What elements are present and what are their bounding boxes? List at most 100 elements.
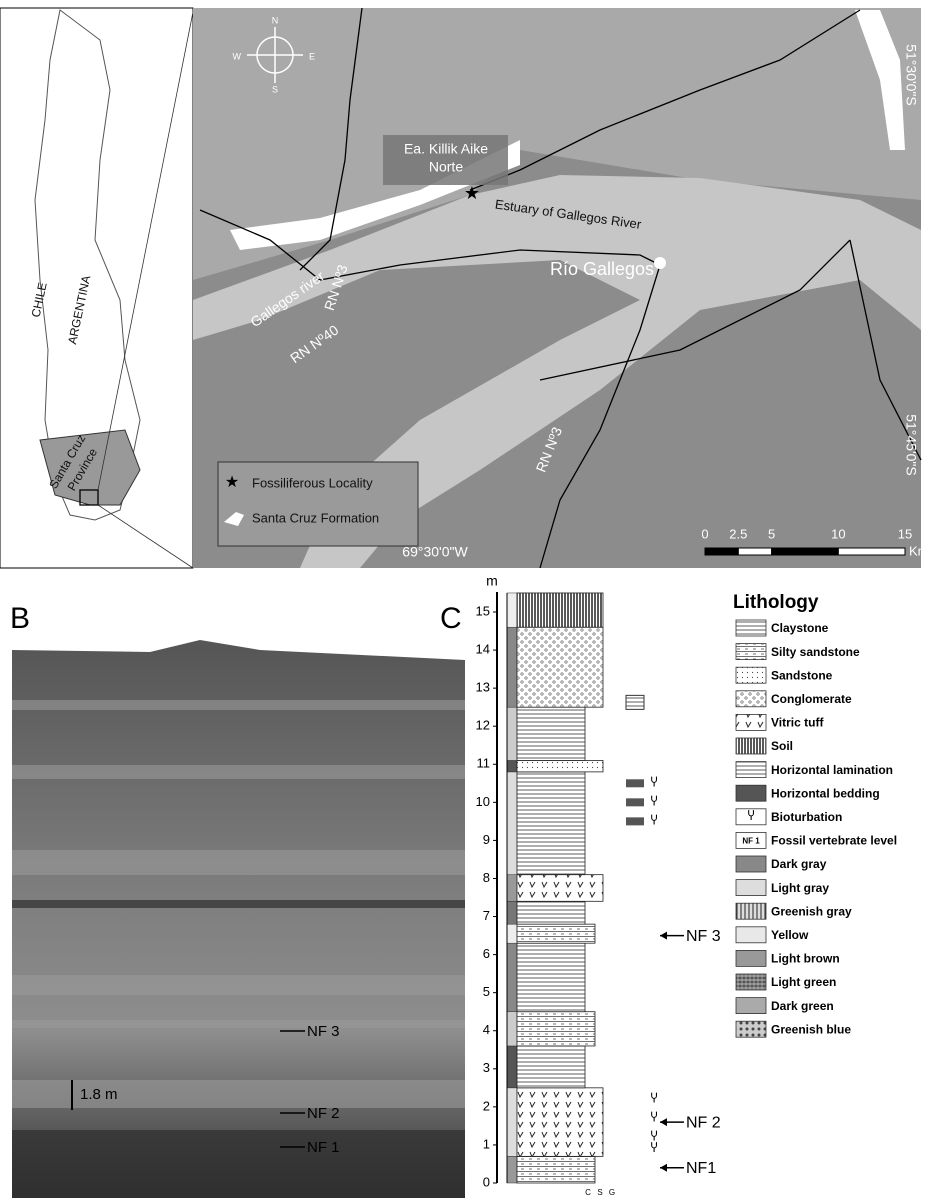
tick-label: 14 <box>476 642 490 657</box>
legend-label: Fossiliferous Locality <box>252 475 373 490</box>
color-strip <box>507 772 517 875</box>
legend-swatch <box>736 620 766 636</box>
tick-label: 7 <box>483 908 490 923</box>
bioturbation-symbol: Ⴤ <box>650 814 657 828</box>
lamination-symbol <box>626 695 644 709</box>
legend-label: Silty sandstone <box>771 645 860 659</box>
coord-label: 51°30'0"S <box>903 44 919 106</box>
scale-tick-label: 15 <box>898 526 912 541</box>
tick-label: 0 <box>483 1174 490 1189</box>
locality-label: Norte <box>429 159 463 175</box>
scale-segment <box>772 548 839 555</box>
color-strip <box>507 627 517 707</box>
grain-label: G <box>609 1188 615 1197</box>
locality-star: ★ <box>464 183 480 203</box>
level-label: NF1 <box>686 1160 716 1177</box>
tick-label: 13 <box>476 680 490 695</box>
level-label: NF 1 <box>307 1139 340 1156</box>
compass-label: E <box>309 51 315 61</box>
legend-label: Horizontal bedding <box>771 786 880 800</box>
scale-segment <box>738 548 771 555</box>
legend-swatch <box>736 927 766 943</box>
legend-swatch <box>736 856 766 872</box>
level-arrowhead <box>660 1164 667 1172</box>
legend-swatch <box>736 738 766 754</box>
bioturbation-symbol: Ⴤ <box>650 775 657 789</box>
locality-label: Ea. Killik Aike <box>404 141 488 157</box>
legend-swatch <box>736 762 766 778</box>
scale-segment <box>705 548 738 555</box>
color-strip <box>507 1088 517 1157</box>
scale-tick-label: 2.5 <box>729 526 747 541</box>
color-strip <box>507 901 517 924</box>
legend-label: Vitric tuff <box>771 716 824 730</box>
bed <box>517 901 585 924</box>
lithology-legend: Claystone Silty sandstone Sandstone Conglom… <box>736 620 897 1037</box>
scale-label: 1.8 m <box>80 1086 118 1103</box>
tick-label: 6 <box>483 946 490 961</box>
bed <box>517 1012 595 1046</box>
level-label: NF 3 <box>686 928 721 945</box>
tick-label: 15 <box>476 603 490 618</box>
legend-star: ★ <box>225 474 239 491</box>
color-strip <box>507 1046 517 1088</box>
legend-swatch-label: NF 1 <box>742 837 760 846</box>
bed <box>517 772 585 875</box>
legend-swatch <box>736 714 766 730</box>
figure: A CHILE ARGENTINA Santa Cruz Province N … <box>0 0 929 1198</box>
level-arrowhead <box>660 932 667 940</box>
legend-label: Horizontal lamination <box>771 763 893 777</box>
color-strip <box>507 924 517 943</box>
tick-label: 2 <box>483 1098 490 1113</box>
legend-label: Fossil vertebrate level <box>771 834 897 848</box>
color-strip <box>507 1156 517 1183</box>
bioturbation-symbol: Ⴤ <box>650 1141 657 1155</box>
bedding-symbol <box>626 798 644 806</box>
city-label: Río Gallegos <box>550 259 654 279</box>
scale-segment <box>838 548 905 555</box>
legend-swatch <box>736 667 766 683</box>
bedding-symbol <box>626 817 644 825</box>
tick-label: 1 <box>483 1136 490 1151</box>
level-label: NF 3 <box>307 1023 340 1040</box>
scale-tick-label: 5 <box>768 526 775 541</box>
legend-label: Conglomerate <box>771 692 852 706</box>
legend-label: Greenish gray <box>771 904 852 918</box>
bioturbation-symbol: Ⴤ <box>650 1110 657 1124</box>
axis-unit: m <box>486 573 498 589</box>
legend-swatch <box>736 903 766 919</box>
legend-swatch <box>736 880 766 896</box>
scale-tick-label: 10 <box>831 526 845 541</box>
compass-label: S <box>272 84 278 94</box>
tick-label: 4 <box>483 1022 490 1037</box>
bioturbation-symbol: Ⴤ <box>650 1091 657 1105</box>
level-arrowhead <box>660 1118 667 1126</box>
tick-label: 5 <box>483 984 490 999</box>
legend-label: Santa Cruz Formation <box>252 510 379 525</box>
legend-label: Claystone <box>771 621 829 635</box>
bioturbation-symbol: Ⴤ <box>747 809 754 823</box>
legend-label: Dark gray <box>771 857 827 871</box>
bed <box>517 1088 603 1157</box>
bed <box>517 760 603 771</box>
legend-label: Soil <box>771 739 793 753</box>
legend-label: Light brown <box>771 952 840 966</box>
tick-label: 3 <box>483 1060 490 1075</box>
legend-label: Greenish blue <box>771 1022 851 1036</box>
legend-label: Dark green <box>771 999 834 1013</box>
coord-label: 51°45'0"S <box>903 414 919 476</box>
legend-label: Light gray <box>771 881 829 895</box>
legend-label: Sandstone <box>771 668 833 682</box>
compass-label: W <box>233 51 242 61</box>
legend-label: Light green <box>771 975 836 989</box>
legend-label: Bioturbation <box>771 810 842 824</box>
bed <box>517 875 603 902</box>
tick-label: 10 <box>476 794 490 809</box>
tick-label: 12 <box>476 718 490 733</box>
tick-label: 9 <box>483 832 490 847</box>
panel-label: B <box>10 602 30 635</box>
bioturbation-symbol: Ⴤ <box>650 795 657 809</box>
color-strip <box>507 1012 517 1046</box>
bed <box>517 943 585 1012</box>
legend-swatch <box>736 1021 766 1037</box>
